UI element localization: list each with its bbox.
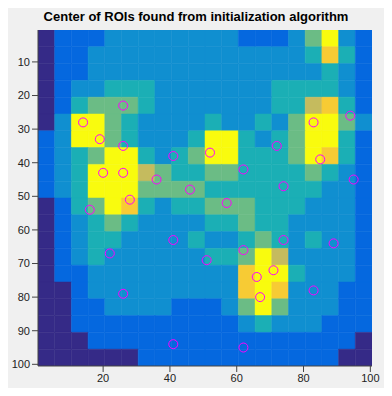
svg-text:80: 80 xyxy=(18,291,30,303)
svg-text:40: 40 xyxy=(18,157,30,169)
svg-text:90: 90 xyxy=(18,325,30,337)
svg-text:60: 60 xyxy=(231,372,243,384)
svg-text:30: 30 xyxy=(18,123,30,135)
svg-text:100: 100 xyxy=(12,358,30,370)
svg-text:80: 80 xyxy=(297,372,309,384)
svg-text:40: 40 xyxy=(164,372,176,384)
html-text:Center of ROIs found from init: Center of ROIs found from initialization… xyxy=(43,9,349,24)
svg-text:100: 100 xyxy=(361,372,379,384)
svg-text:60: 60 xyxy=(18,224,30,236)
svg-text:70: 70 xyxy=(18,257,30,269)
svg-text:20: 20 xyxy=(97,372,109,384)
svg-text:20: 20 xyxy=(18,89,30,101)
svg-text:50: 50 xyxy=(18,190,30,202)
svg-text:10: 10 xyxy=(18,56,30,68)
